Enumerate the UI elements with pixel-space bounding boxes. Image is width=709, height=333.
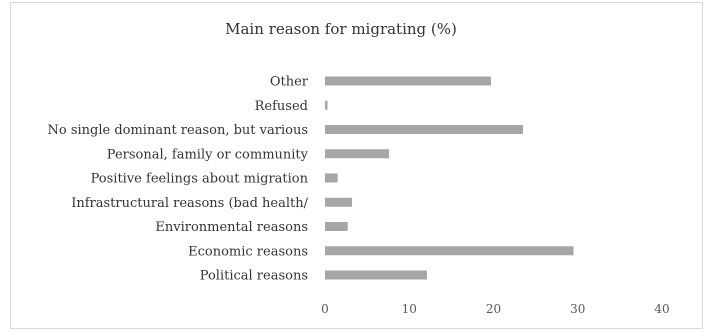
bars-group	[325, 76, 574, 280]
category-label: Other	[270, 75, 309, 90]
category-label: Political reasons	[200, 269, 308, 284]
bar	[325, 222, 348, 231]
x-tick-label: 40	[654, 302, 669, 316]
x-tick-label: 0	[321, 302, 329, 316]
bar	[325, 270, 427, 280]
bar	[325, 76, 491, 86]
x-tick-labels-group: 0 10 20 30 40	[321, 302, 669, 316]
category-label: Environmental reasons	[155, 220, 308, 235]
bar	[325, 149, 390, 159]
x-tick-label: 10	[402, 302, 417, 316]
category-label: Personal, family or community	[107, 147, 309, 162]
category-label: No single dominant reason, but various	[47, 123, 308, 138]
x-tick-label: 30	[570, 302, 585, 316]
category-label: Positive feelings about migration	[91, 172, 309, 187]
bar	[325, 173, 338, 183]
category-labels-group: Other Refused No single dominant reason, b…	[47, 75, 308, 284]
x-tick-label: 20	[486, 302, 501, 316]
chart-title: Main reason for migrating (%)	[225, 20, 457, 38]
bar	[325, 100, 328, 110]
category-label: Infrastructural reasons (bad health/	[71, 196, 308, 211]
bar	[325, 246, 574, 256]
category-label: Refused	[255, 99, 308, 114]
category-label: Economic reasons	[188, 244, 308, 259]
bar	[325, 197, 352, 207]
bar	[325, 125, 523, 134]
